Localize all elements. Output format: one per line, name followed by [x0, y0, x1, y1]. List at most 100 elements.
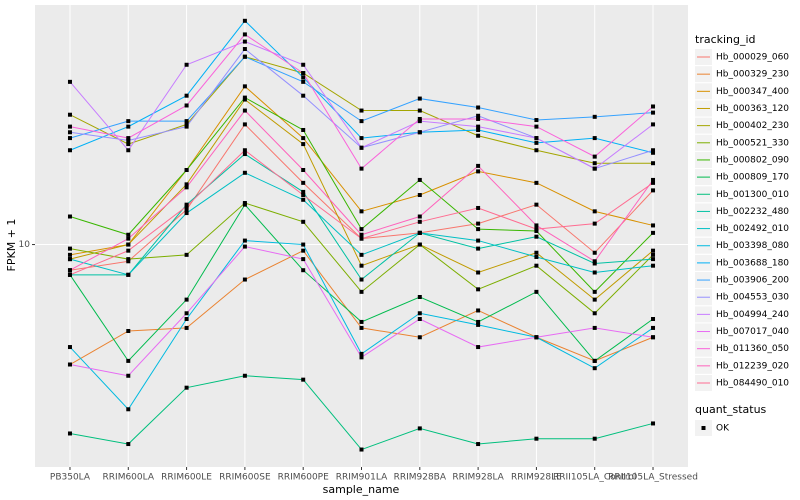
point [67, 136, 72, 141]
point [534, 136, 539, 141]
point [592, 259, 597, 264]
point [651, 188, 656, 193]
point [476, 270, 481, 275]
x-tick-label: RRII105LA_Control [553, 473, 636, 483]
point [301, 219, 306, 224]
legend-label: Hb_000029_060 [716, 53, 789, 63]
point [359, 108, 364, 113]
point [67, 257, 72, 262]
point [242, 170, 247, 175]
point [184, 168, 189, 173]
point [651, 252, 656, 257]
x-tick-label: RRIM928LE [511, 473, 562, 483]
point [242, 18, 247, 23]
point [651, 257, 656, 262]
point [359, 227, 364, 232]
point [184, 211, 189, 216]
point [184, 325, 189, 330]
point [301, 142, 306, 147]
point [67, 124, 72, 129]
legend-label: Hb_084490_010 [716, 379, 789, 389]
legend-label: Hb_011360_050 [716, 344, 789, 354]
point [534, 263, 539, 268]
point [301, 242, 306, 247]
legend-label: Hb_007017_040 [716, 327, 789, 337]
point [359, 145, 364, 150]
point [592, 250, 597, 255]
point [242, 373, 247, 378]
point [242, 39, 247, 44]
point [301, 189, 306, 194]
point [301, 93, 306, 98]
point [476, 442, 481, 447]
point [126, 257, 131, 262]
point [592, 436, 597, 441]
point [242, 277, 247, 282]
point [126, 442, 131, 447]
point [126, 232, 131, 237]
point [534, 227, 539, 232]
point [242, 108, 247, 113]
x-tick-label: RRIM600LE [161, 473, 212, 483]
point [126, 259, 131, 264]
point [242, 122, 247, 127]
point [67, 345, 72, 350]
point [184, 122, 189, 127]
point [476, 246, 481, 251]
point [592, 366, 597, 371]
legend-label: Hb_000521_330 [716, 138, 789, 148]
x-tick-label: RRIM600SE [219, 473, 271, 483]
x-tick-label: RRIM600PE [278, 473, 330, 483]
x-tick-label: PB350LA [50, 473, 91, 483]
point [67, 148, 72, 153]
point [417, 108, 422, 113]
point [301, 71, 306, 76]
point [67, 79, 72, 84]
point [359, 263, 364, 268]
point [534, 223, 539, 228]
point [184, 207, 189, 212]
point [534, 140, 539, 145]
point [651, 230, 656, 235]
legend-label: OK [716, 424, 730, 434]
point [301, 268, 306, 273]
legend-label: Hb_003906_200 [716, 276, 789, 286]
point [301, 127, 306, 132]
point [651, 248, 656, 253]
point [184, 385, 189, 390]
point [184, 103, 189, 108]
point [476, 238, 481, 243]
legend-label: Hb_004994_240 [716, 310, 789, 320]
x-tick-label: RRIM928LA [452, 473, 504, 483]
point [184, 119, 189, 124]
legend-label: Hb_003398_080 [716, 241, 789, 251]
point [651, 161, 656, 166]
point [301, 168, 306, 173]
point [126, 138, 131, 143]
point [592, 166, 597, 171]
point [359, 325, 364, 330]
point [126, 136, 131, 141]
point [242, 95, 247, 100]
point [67, 431, 72, 436]
point [592, 261, 597, 266]
point [534, 234, 539, 239]
point [359, 252, 364, 257]
point [67, 268, 72, 273]
point [476, 322, 481, 327]
point [651, 223, 656, 228]
point [476, 133, 481, 138]
shape-legend-title: quant_status [695, 403, 767, 416]
point [359, 209, 364, 214]
point [301, 257, 306, 262]
point [126, 328, 131, 333]
point [476, 345, 481, 350]
point [184, 93, 189, 98]
point [534, 289, 539, 294]
point [592, 161, 597, 166]
point [301, 248, 306, 253]
point [126, 142, 131, 147]
point [242, 32, 247, 37]
point [242, 47, 247, 52]
point [359, 355, 364, 360]
